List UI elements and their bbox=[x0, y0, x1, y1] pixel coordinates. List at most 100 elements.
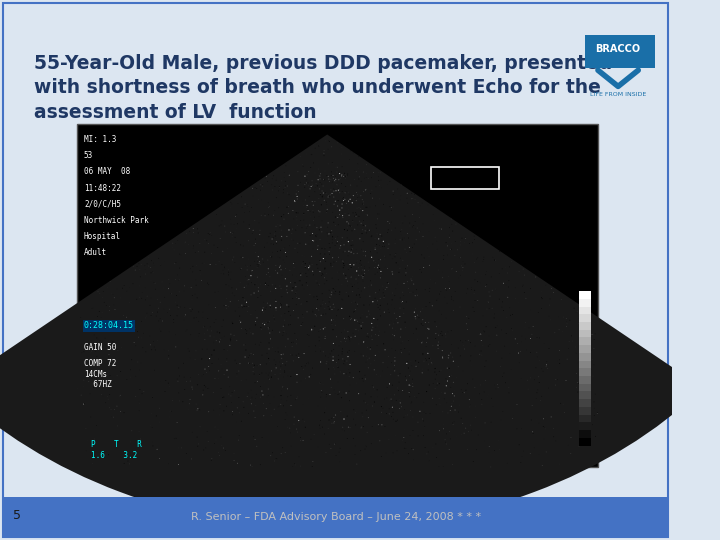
Point bbox=[264, 339, 275, 347]
Point bbox=[358, 352, 369, 360]
Point bbox=[130, 392, 142, 401]
Point bbox=[469, 258, 480, 267]
Point bbox=[145, 311, 157, 320]
Point bbox=[131, 295, 143, 303]
Point bbox=[305, 207, 316, 215]
Point bbox=[419, 422, 431, 431]
Point bbox=[344, 221, 356, 230]
Point bbox=[525, 285, 536, 293]
Point bbox=[330, 257, 342, 266]
Point bbox=[134, 366, 145, 374]
Point bbox=[312, 241, 324, 250]
Point bbox=[265, 303, 276, 312]
Point bbox=[447, 227, 459, 235]
Point bbox=[429, 233, 441, 241]
Point bbox=[226, 388, 238, 397]
Point bbox=[148, 318, 159, 326]
Point bbox=[320, 448, 332, 457]
Point bbox=[374, 210, 385, 218]
Point bbox=[521, 376, 533, 384]
Point bbox=[288, 306, 300, 315]
Bar bbox=[579, 376, 591, 384]
Point bbox=[418, 398, 429, 407]
Point bbox=[269, 182, 281, 191]
Point bbox=[343, 190, 355, 199]
Point bbox=[306, 150, 318, 159]
Point bbox=[299, 180, 310, 189]
Point bbox=[431, 237, 443, 246]
Point bbox=[202, 230, 214, 238]
Point bbox=[218, 393, 230, 401]
Point bbox=[332, 268, 343, 276]
Bar bbox=[579, 330, 591, 338]
Point bbox=[253, 341, 265, 349]
Point bbox=[314, 379, 325, 387]
Point bbox=[109, 293, 120, 302]
Point bbox=[323, 298, 335, 307]
Point bbox=[367, 298, 379, 306]
Point bbox=[333, 448, 345, 456]
Point bbox=[397, 234, 408, 242]
Point bbox=[339, 188, 351, 197]
Point bbox=[319, 408, 330, 417]
Point bbox=[285, 372, 297, 381]
Point bbox=[583, 340, 595, 349]
Point bbox=[259, 210, 271, 218]
Point bbox=[215, 269, 227, 278]
Point bbox=[271, 454, 283, 463]
Point bbox=[333, 342, 345, 350]
Point bbox=[232, 199, 243, 208]
Point bbox=[489, 446, 500, 455]
Point bbox=[193, 370, 204, 379]
Point bbox=[287, 338, 299, 347]
Point bbox=[320, 260, 331, 268]
Point bbox=[303, 359, 315, 368]
Point bbox=[433, 266, 444, 274]
Point bbox=[341, 204, 353, 212]
Point bbox=[247, 184, 258, 193]
Point bbox=[309, 213, 320, 221]
Bar bbox=[579, 314, 591, 322]
Point bbox=[414, 265, 426, 274]
Point bbox=[525, 306, 536, 314]
Point bbox=[172, 377, 184, 386]
Point bbox=[400, 245, 411, 253]
Point bbox=[463, 428, 474, 436]
Point bbox=[333, 185, 345, 193]
Point bbox=[256, 325, 267, 334]
Point bbox=[395, 339, 407, 347]
Point bbox=[332, 306, 343, 314]
Point bbox=[221, 329, 233, 338]
Point bbox=[464, 400, 476, 409]
Point bbox=[397, 297, 408, 306]
Point bbox=[313, 165, 325, 173]
Point bbox=[446, 340, 457, 349]
Point bbox=[118, 311, 130, 320]
Point bbox=[258, 235, 270, 244]
Point bbox=[389, 356, 400, 365]
Point bbox=[239, 295, 251, 304]
Point bbox=[349, 332, 361, 341]
Point bbox=[426, 360, 438, 368]
Point bbox=[254, 370, 266, 379]
Point bbox=[588, 411, 600, 420]
Point bbox=[185, 284, 197, 292]
Point bbox=[533, 373, 544, 381]
Point bbox=[351, 460, 363, 468]
Point bbox=[358, 251, 369, 260]
Point bbox=[312, 221, 324, 230]
Point bbox=[353, 273, 364, 281]
Point bbox=[213, 366, 225, 375]
Text: BRACCO: BRACCO bbox=[595, 44, 641, 53]
Point bbox=[111, 345, 122, 353]
Point bbox=[370, 183, 382, 191]
Point bbox=[237, 303, 248, 312]
Point bbox=[347, 208, 359, 217]
Point bbox=[357, 277, 369, 286]
Point bbox=[315, 386, 327, 395]
Point bbox=[311, 224, 323, 232]
Point bbox=[235, 240, 246, 249]
Point bbox=[318, 298, 330, 306]
Point bbox=[230, 285, 242, 293]
Point bbox=[446, 295, 457, 303]
